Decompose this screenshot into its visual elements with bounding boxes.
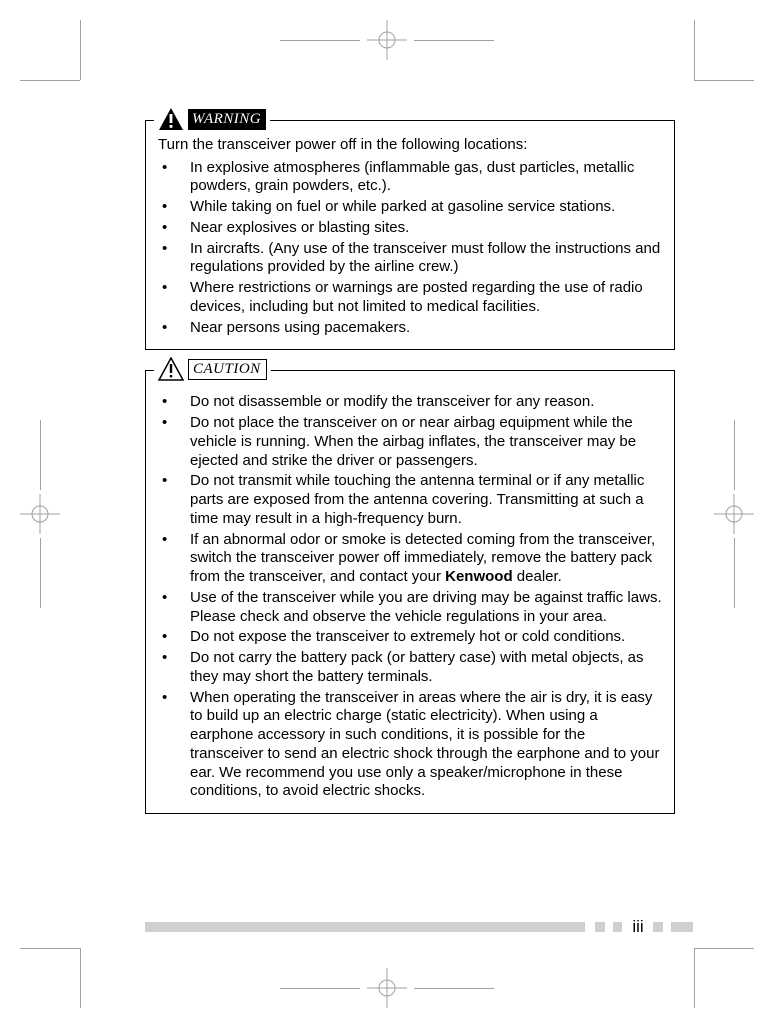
footer-dots-right	[653, 922, 693, 932]
crop-line	[40, 538, 41, 608]
crop-line	[280, 40, 360, 41]
caution-label: CAUTION	[154, 357, 271, 381]
registration-mark-top	[367, 20, 407, 60]
crop-line	[414, 40, 494, 41]
warning-lead: Turn the transceiver power off in the fo…	[158, 135, 662, 155]
footer-bar	[145, 922, 585, 932]
list-item: •Where restrictions or warnings are post…	[158, 279, 662, 317]
footer-dots	[595, 922, 622, 932]
list-item: •Do not transmit while touching the ante…	[158, 472, 662, 528]
list-item: •Do not carry the battery pack (or batte…	[158, 649, 662, 687]
registration-mark-right	[714, 494, 754, 534]
crop-line	[734, 538, 735, 608]
content-area: WARNING Turn the transceiver power off i…	[145, 120, 675, 834]
warning-text: WARNING	[188, 109, 266, 130]
caution-text: CAUTION	[188, 359, 267, 380]
list-item: •Do not disassemble or modify the transc…	[158, 393, 662, 412]
warning-box: WARNING Turn the transceiver power off i…	[145, 120, 675, 350]
warning-list: •In explosive atmospheres (inflammable g…	[158, 159, 662, 338]
registration-mark-bottom	[367, 968, 407, 1008]
warning-label: WARNING	[154, 107, 270, 131]
page-footer: iii	[145, 918, 675, 938]
list-item: •In aircrafts. (Any use of the transceiv…	[158, 240, 662, 278]
crop-line	[40, 420, 41, 490]
page: WARNING Turn the transceiver power off i…	[0, 0, 774, 1028]
list-item: •Do not place the transceiver on or near…	[158, 414, 662, 470]
list-item: •Use of the transceiver while you are dr…	[158, 589, 662, 627]
list-item: •While taking on fuel or while parked at…	[158, 198, 662, 217]
list-item: •Near persons using pacemakers.	[158, 319, 662, 338]
list-item: •If an abnormal odor or smoke is detecte…	[158, 531, 662, 587]
crop-line	[280, 988, 360, 989]
warning-icon	[158, 107, 184, 131]
registration-mark-left	[20, 494, 60, 534]
caution-box: CAUTION •Do not disassemble or modify th…	[145, 370, 675, 814]
caution-icon	[158, 357, 184, 381]
page-number: iii	[628, 917, 648, 937]
list-item: •Near explosives or blasting sites.	[158, 219, 662, 238]
list-item: •In explosive atmospheres (inflammable g…	[158, 159, 662, 197]
list-item: •When operating the transceiver in areas…	[158, 689, 662, 802]
list-item: •Do not expose the transceiver to extrem…	[158, 628, 662, 647]
crop-line	[414, 988, 494, 989]
caution-list: •Do not disassemble or modify the transc…	[158, 393, 662, 801]
crop-line	[734, 420, 735, 490]
